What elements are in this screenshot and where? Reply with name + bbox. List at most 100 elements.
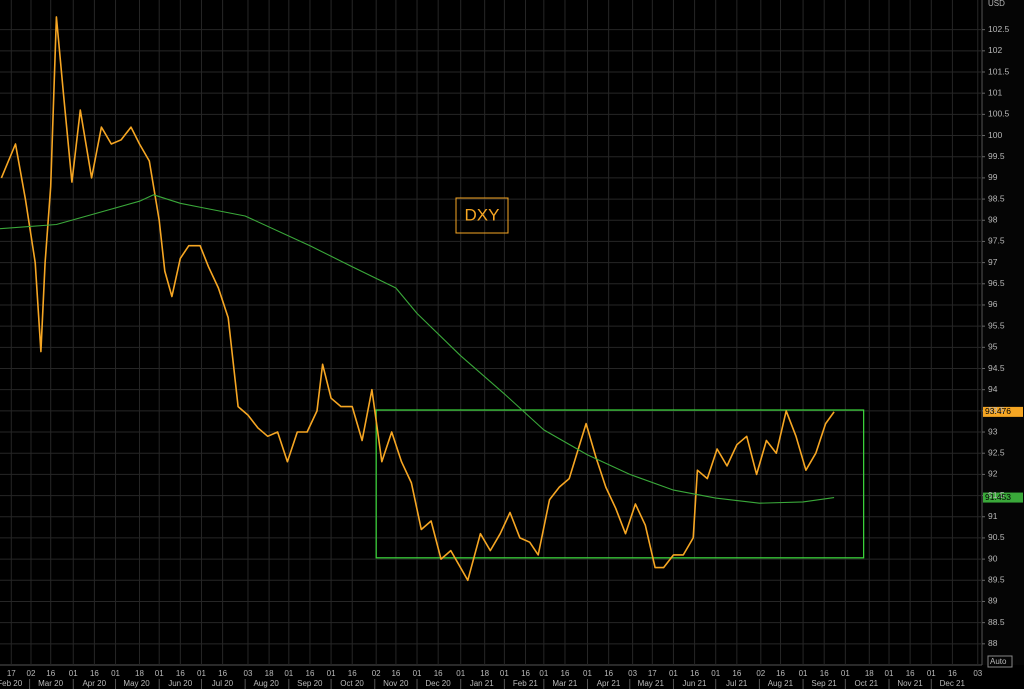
month-label: Mar 20	[38, 679, 63, 688]
y-tick-label: 92	[988, 469, 998, 479]
y-axis-panel	[982, 0, 1024, 665]
x-tick-label: 02	[756, 669, 765, 678]
x-tick-label: 01	[456, 669, 465, 678]
y-tick-label: 92.5	[988, 447, 1005, 457]
y-tick-label: 97	[988, 257, 998, 267]
x-tick-label: 16	[906, 669, 915, 678]
y-tick-label: 98.5	[988, 193, 1005, 203]
x-tick-label: 01	[927, 669, 936, 678]
month-label: Apr 20	[82, 679, 106, 688]
month-label: Sep 20	[297, 679, 323, 688]
x-tick-label: 01	[500, 669, 509, 678]
x-tick-label: 16	[90, 669, 99, 678]
y-tick-label: 93.5	[988, 405, 1005, 415]
last-value-tag	[983, 406, 1023, 417]
price-line	[0, 16, 835, 582]
x-tick-label: 01	[711, 669, 720, 678]
y-tick-label: 88.5	[988, 617, 1005, 627]
y-tick-label: 91.5	[988, 490, 1005, 500]
x-tick-label: 16	[732, 669, 741, 678]
range-box	[375, 409, 865, 559]
y-tick-label: 102.5	[988, 24, 1010, 34]
x-tick-label: 16	[434, 669, 443, 678]
y-tick-label: 102	[988, 45, 1002, 55]
y-tick-label: 89	[988, 596, 998, 606]
y-tick-label: 96	[988, 299, 998, 309]
y-tick-label: 100.5	[988, 109, 1010, 119]
x-tick-label: 16	[948, 669, 957, 678]
month-label: Nov 20	[383, 679, 409, 688]
x-tick-label: 16	[604, 669, 613, 678]
x-tick-label: 16	[820, 669, 829, 678]
y-tick-label: 95	[988, 342, 998, 352]
x-tick-label: 16	[776, 669, 785, 678]
x-tick-label: 16	[348, 669, 357, 678]
y-tick-label: 97.5	[988, 236, 1005, 246]
x-tick-label: 18	[265, 669, 274, 678]
auto-label[interactable]: Auto	[990, 657, 1007, 666]
y-axis-label: USD	[988, 0, 1005, 8]
x-tick-label: 02	[372, 669, 381, 678]
x-tick-label: 01	[197, 669, 206, 678]
x-tick-label: 18	[865, 669, 874, 678]
y-tick-label: 90	[988, 553, 998, 563]
y-tick-label: 101.5	[988, 66, 1010, 76]
month-label: Dec 20	[425, 679, 451, 688]
y-tick-label: 99.5	[988, 151, 1005, 161]
x-tick-label: 17	[648, 669, 657, 678]
y-tick-label: 88	[988, 638, 998, 648]
month-label: Nov 21	[897, 679, 923, 688]
x-tick-label: 01	[841, 669, 850, 678]
x-tick-label: 16	[690, 669, 699, 678]
month-label: Aug 21	[768, 679, 794, 688]
x-tick-label: 01	[284, 669, 293, 678]
x-tick-label: 01	[669, 669, 678, 678]
month-label: May 21	[638, 679, 665, 688]
month-label: Jul 21	[726, 679, 748, 688]
last-value-tag	[983, 492, 1023, 503]
month-label: Aug 20	[253, 679, 279, 688]
auto-button[interactable]	[987, 655, 1013, 668]
x-tick-label: 01	[69, 669, 78, 678]
month-label: Jan 21	[470, 679, 495, 688]
x-tick-label: 18	[135, 669, 144, 678]
y-tick-label: 99	[988, 172, 998, 182]
x-tick-label: 03	[628, 669, 637, 678]
x-tick-label: 17	[7, 669, 16, 678]
x-tick-label: 01	[539, 669, 548, 678]
month-label: Feb 21	[513, 679, 538, 688]
x-tick-label: 16	[176, 669, 185, 678]
y-tick-label: 100	[988, 130, 1002, 140]
x-tick-label: 01	[155, 669, 164, 678]
x-tick-label: 01	[799, 669, 808, 678]
month-label: Oct 21	[855, 679, 879, 688]
grid	[0, 0, 985, 689]
month-label: Apr 21	[597, 679, 621, 688]
x-tick-label: 01	[583, 669, 592, 678]
month-label: Jul 20	[212, 679, 234, 688]
x-tick-label: 03	[244, 669, 253, 678]
moving-average-line	[0, 194, 835, 504]
month-label: Mar 21	[552, 679, 577, 688]
x-tick-label: 03	[973, 669, 982, 678]
x-tick-label: 16	[391, 669, 400, 678]
y-tick-label: 89.5	[988, 575, 1005, 585]
x-tick-label: 01	[327, 669, 336, 678]
y-tick-label: 93	[988, 426, 998, 436]
x-tick-label: 16	[521, 669, 530, 678]
month-label: Dec 21	[940, 679, 966, 688]
last-value-label: 93.476	[985, 406, 1011, 416]
y-tick-label: 101	[988, 87, 1002, 97]
marks	[0, 16, 1023, 582]
chart-title: DXY	[465, 205, 500, 224]
month-label: Jun 20	[168, 679, 193, 688]
x-tick-label: 01	[111, 669, 120, 678]
labels: 88 88.5 89 89.5 90 90.5 91 91.5 92 92.5 93 93.5 94 94…	[0, 24, 1011, 688]
y-tick-label: 96.5	[988, 278, 1005, 288]
y-tick-label: 95.5	[988, 320, 1005, 330]
y-tick-label: 91	[988, 511, 998, 521]
last-value-label: 91.453	[985, 492, 1011, 502]
